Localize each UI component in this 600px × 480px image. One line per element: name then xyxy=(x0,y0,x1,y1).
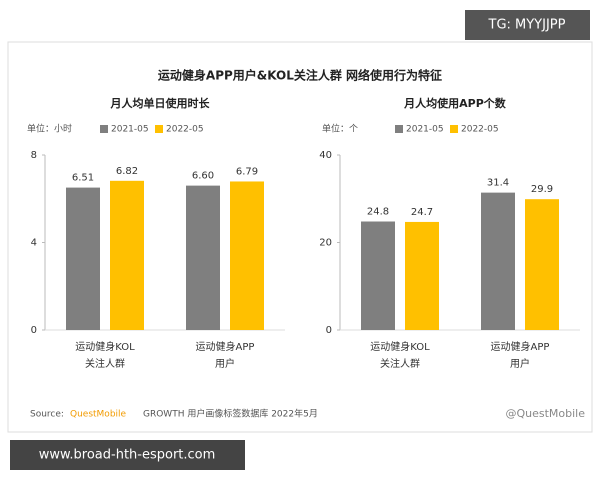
tag: TG: MYYJJPP xyxy=(488,18,566,33)
legend-swatch xyxy=(450,125,458,133)
footer-url: www.broad-hth-esport.com xyxy=(39,448,216,463)
value-label: 24.7 xyxy=(411,207,433,218)
legend-swatch xyxy=(155,125,163,133)
bar xyxy=(405,221,439,330)
value-label: 6.82 xyxy=(116,166,138,177)
y-tick-label: 8 xyxy=(31,150,37,161)
source-label: Source: xyxy=(30,410,64,420)
watermark: @QuestMobile xyxy=(505,407,585,420)
legend-label: 2021-05 xyxy=(406,125,444,135)
bar xyxy=(481,192,515,330)
unit: 单位：个 xyxy=(322,123,358,135)
value-label: 24.8 xyxy=(367,207,389,218)
main-title: 运动健身APP用户&KOL关注人群 网络使用行为特征 xyxy=(158,68,442,83)
legend-label: 2021-05 xyxy=(111,125,149,135)
legend-label: 2022-05 xyxy=(166,125,204,135)
y-tick-label: 0 xyxy=(326,325,332,336)
tag-box xyxy=(465,10,590,40)
x-tick-label: 运动健身APP 用户 xyxy=(491,340,550,370)
unit: 单位：小时 xyxy=(27,123,72,135)
legend-swatch xyxy=(100,125,108,133)
y-tick-label: 40 xyxy=(319,150,332,161)
value-label: 6.60 xyxy=(192,171,214,182)
bar xyxy=(186,185,220,330)
value-label: 29.9 xyxy=(531,184,553,195)
x-tick-label: 运动健身APP 用户 xyxy=(196,340,255,370)
chart-title: 月人均单日使用时长 xyxy=(110,96,211,110)
bar xyxy=(66,187,100,330)
y-tick-label: 0 xyxy=(31,325,37,336)
url-box xyxy=(10,440,245,470)
bar xyxy=(525,199,559,330)
value-label: 6.51 xyxy=(72,173,94,184)
x-tick-label: 运动健身KOL 关注人群 xyxy=(75,340,135,370)
value-label: 6.79 xyxy=(236,166,258,177)
y-tick-label: 4 xyxy=(31,238,37,249)
legend-label: 2022-05 xyxy=(461,125,499,135)
legend-swatch xyxy=(395,125,403,133)
x-tick-label: 运动健身KOL 关注人群 xyxy=(370,340,430,370)
bar xyxy=(361,221,395,330)
bar xyxy=(110,180,144,330)
chart-title: 月人均使用APP个数 xyxy=(403,96,507,110)
y-tick-label: 20 xyxy=(319,238,332,249)
bar xyxy=(230,181,264,330)
source-brand: QuestMobile xyxy=(70,410,127,420)
value-label: 31.4 xyxy=(487,178,509,189)
source-text: GROWTH 用户画像标签数据库 2022年5月 xyxy=(143,408,318,420)
